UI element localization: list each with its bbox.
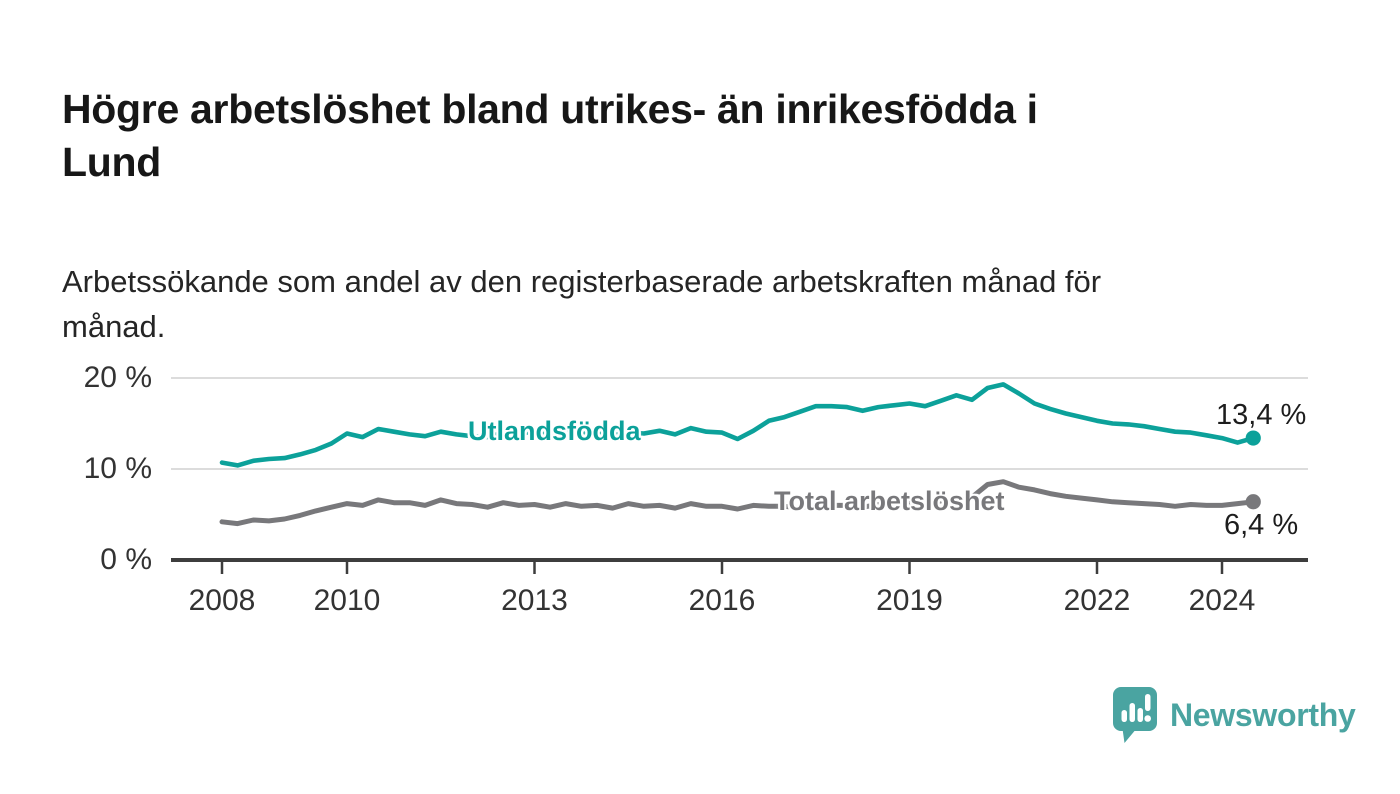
line-total-arbetsloshet	[219, 479, 1256, 527]
logo-exclamation-dot	[1144, 715, 1151, 722]
newsworthy-logo-text: Newsworthy	[1170, 696, 1356, 733]
logo-bar-3	[1137, 708, 1143, 722]
y-tick-label-20: 20 %	[83, 361, 152, 394]
x-tick-label-2016: 2016	[688, 584, 756, 617]
end-value-label-total: 6,4 %	[1224, 509, 1299, 541]
x-tick-label-2019: 2019	[876, 584, 943, 617]
x-tick-label-2008: 2008	[188, 584, 256, 617]
x-tick-label-2024: 2024	[1188, 584, 1256, 617]
end-dot-total-arbetsloshet	[1245, 494, 1261, 510]
newsworthy-logo-icon	[1113, 687, 1157, 743]
chart-subtitle: Arbetssökande som andel av den registerb…	[62, 259, 1302, 349]
y-tick-label-0: 0 %	[100, 543, 152, 576]
logo-bar-1	[1121, 710, 1127, 722]
x-tick-label-2013: 2013	[501, 584, 568, 617]
newsworthy-branding: Newsworthy	[1112, 686, 1356, 744]
line-utlandsfodda	[219, 382, 1256, 468]
end-value-label-utlandsfodda: 13,4 %	[1216, 399, 1307, 431]
subtitle-line-1: Arbetssökande som andel av den registerb…	[62, 264, 1102, 299]
subtitle-line-2: månad.	[62, 309, 166, 344]
title-line-1: Högre arbetslöshet bland utrikes- än inr…	[62, 86, 1038, 133]
x-tick-label-2010: 2010	[313, 584, 381, 617]
y-tick-label-10: 10 %	[83, 452, 152, 485]
series-label-total-arbetsloshet: Total arbetslöshet	[774, 486, 1005, 516]
title-line-2: Lund	[62, 139, 161, 186]
end-dot-utlandsfodda	[1245, 430, 1261, 446]
logo-bar-2	[1129, 703, 1135, 722]
page-title: Högre arbetslöshet bland utrikes- än inr…	[62, 83, 1292, 189]
x-tick-label-2022: 2022	[1063, 584, 1131, 617]
series-label-utlandsfodda: Utlandsfödda	[468, 416, 641, 446]
logo-exclamation-bar	[1145, 694, 1151, 711]
